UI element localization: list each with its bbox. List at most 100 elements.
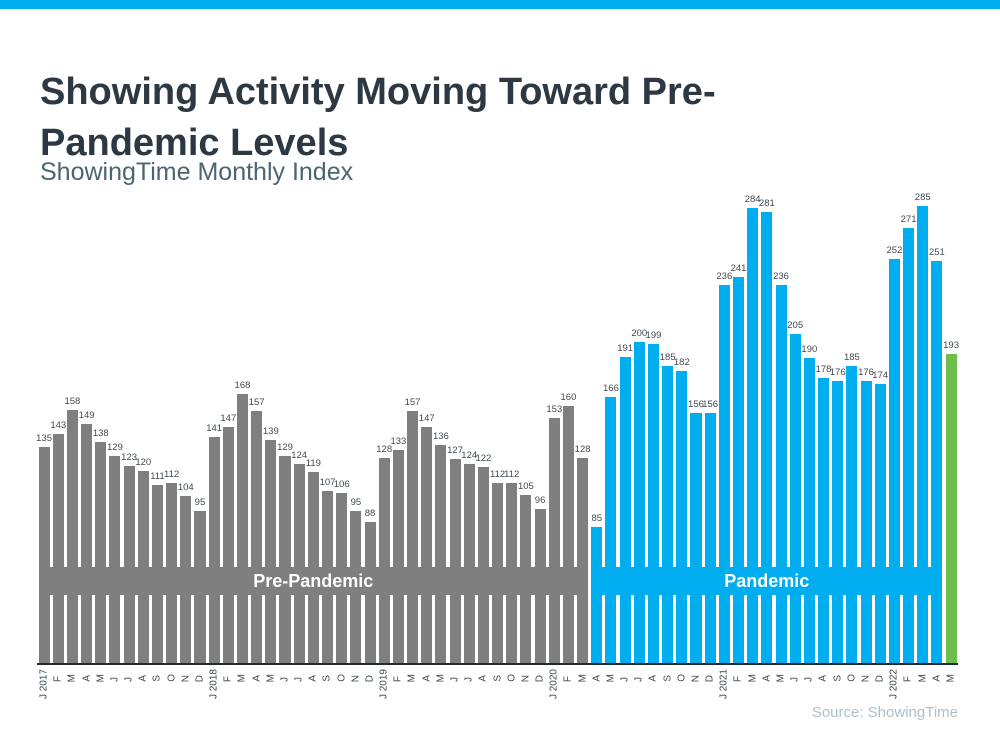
x-tick-label: F (52, 675, 64, 682)
x-tick-label: J 2017 (38, 669, 50, 700)
bar (421, 427, 433, 663)
x-tick-label: N (180, 674, 192, 682)
bar-slot: 284 (745, 194, 761, 663)
bar-slot: 141 (206, 206, 222, 663)
bar (392, 449, 404, 663)
x-tick-label: J (279, 677, 291, 682)
bar (279, 456, 291, 663)
bar-value-label: 199 (645, 329, 662, 341)
bar (917, 206, 929, 663)
x-tick-label: M (605, 673, 617, 682)
x-tick-label: M (66, 673, 78, 682)
x-tick-label: M (747, 673, 759, 682)
x-tick-label: J 2018 (208, 669, 220, 700)
x-tick-label: J (293, 677, 305, 682)
period-band-label: Pandemic (724, 570, 810, 591)
bar-slot: 127 (447, 206, 463, 663)
bar-value-label: 106 (333, 479, 350, 491)
bar (662, 366, 674, 663)
bar-slot: 176 (829, 206, 846, 663)
bar-value-label: 111 (150, 471, 165, 483)
bar-value-label: 128 (376, 443, 393, 455)
bar-value-label: 156 (688, 398, 704, 410)
bar (633, 342, 645, 663)
x-tick-label: O (336, 674, 348, 682)
x-tick-label: D (364, 674, 376, 682)
bar-value-label: 112 (504, 469, 520, 481)
x-tick-label: J (633, 677, 645, 682)
bar-value-label: 157 (404, 397, 421, 409)
bar-value-label: 112 (490, 469, 506, 481)
x-tick-label: F (562, 675, 574, 682)
bar-slot: 123 (121, 206, 137, 663)
x-tick-label: J (109, 677, 121, 682)
bar-chart: 135 143 158 149 138 129 123 120 111 112 104 95 141 14… (36, 192, 959, 729)
bar (931, 260, 943, 663)
bar-slot: 136 (433, 206, 449, 663)
bar-slot: 122 (475, 206, 491, 663)
x-tick-label: F (222, 675, 234, 682)
bar-slot: 124 (291, 206, 307, 663)
period-band: Pandemic (591, 567, 943, 595)
bar-slot: 158 (64, 206, 81, 663)
bar-slot: 147 (220, 206, 237, 663)
bar-value-label: 176 (858, 366, 874, 378)
bar-value-label: 112 (164, 469, 180, 481)
top-accent-bar (0, 0, 1000, 9)
bar (832, 380, 844, 663)
bar-value-label: 138 (92, 427, 109, 439)
x-tick-label: M (236, 673, 248, 682)
x-tick-label: S (662, 675, 674, 682)
x-tick-label: A (421, 675, 433, 682)
bar-slot: 193 (943, 206, 959, 663)
bar-slot: 139 (263, 206, 279, 663)
bar-value-label: 124 (461, 450, 478, 462)
bar-value-label: 119 (305, 458, 321, 470)
x-tick-label: M (945, 673, 957, 682)
bar-slot: 185 (660, 206, 676, 663)
bar (208, 436, 220, 663)
x-tick-label: J 2022 (888, 669, 900, 700)
bar-value-label: 135 (36, 432, 53, 444)
bar (704, 412, 716, 663)
x-tick-label: M (917, 673, 929, 682)
x-tick-label: J 2021 (718, 669, 730, 700)
bar-value-label: 153 (546, 403, 563, 415)
bar-value-label: 105 (517, 480, 534, 492)
bar (449, 459, 461, 663)
bar-slot: 271 (901, 206, 916, 663)
x-tick-label: F (732, 675, 744, 682)
bar-value-label: 160 (560, 392, 577, 404)
bar-slot: 166 (603, 206, 619, 663)
x-tick-label: O (166, 674, 178, 682)
bar-slot: 135 (36, 206, 53, 663)
bar-value-label: 120 (135, 456, 152, 468)
x-tick-label: D (534, 674, 546, 682)
bar-value-label: 174 (872, 370, 889, 381)
bar-value-label: 147 (220, 413, 237, 425)
bar-value-label: 200 (631, 328, 648, 340)
bar-value-label: 149 (78, 410, 95, 422)
x-tick-label: A (251, 675, 263, 682)
bar-value-label: 147 (418, 413, 435, 425)
bar-value-label: 252 (886, 244, 903, 256)
x-tick-label: N (860, 674, 872, 682)
bar-slot: 160 (560, 206, 577, 663)
bar-slot: 241 (731, 206, 746, 663)
bar-value-label: 107 (319, 477, 336, 489)
x-tick-label: M (406, 673, 418, 682)
x-tick-label: A (307, 675, 319, 682)
bar-value-label: 128 (574, 443, 591, 455)
bar-slot: 285 (915, 192, 931, 663)
bar (435, 444, 447, 663)
bar (123, 465, 135, 663)
bar (718, 284, 730, 663)
bar-value-label: 182 (673, 357, 690, 369)
bar-value-label: 236 (716, 270, 733, 282)
bar-value-label: 176 (829, 366, 846, 378)
bar-value-label: 158 (64, 395, 81, 407)
period-band: Pre-Pandemic (38, 567, 589, 595)
x-tick-label: J (449, 677, 461, 682)
bar-value-label: 205 (787, 320, 804, 332)
bar-slot: 168 (235, 206, 250, 663)
